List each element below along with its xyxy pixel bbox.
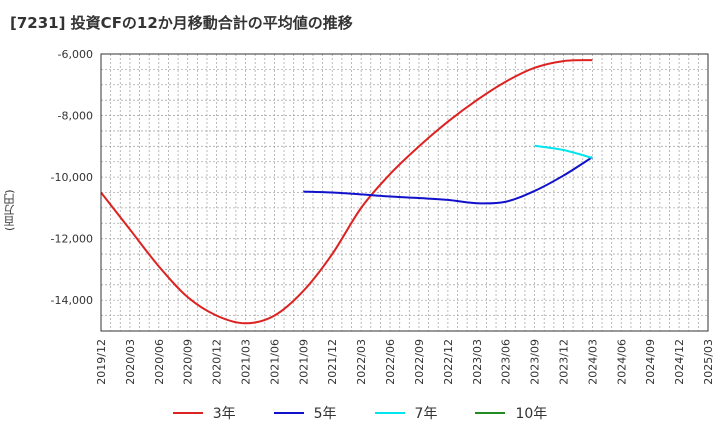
legend-swatch xyxy=(273,412,304,414)
x-tick-label: 2023/09 xyxy=(529,339,542,385)
x-tick-label: 2021/03 xyxy=(240,339,253,385)
x-tick-label: 2024/09 xyxy=(644,339,657,385)
x-tick-label: 2022/12 xyxy=(442,339,455,385)
series-line-1 xyxy=(303,156,593,205)
x-tick-label: 2024/12 xyxy=(673,339,686,385)
x-tick-label: 2023/03 xyxy=(471,339,484,385)
chart-legend: 3年 5年 7年 10年 xyxy=(0,403,720,423)
legend-swatch xyxy=(374,412,405,414)
x-tick-label: 2021/12 xyxy=(326,339,339,385)
y-tick-label: -12,000 xyxy=(51,233,93,246)
y-tick-label: -10,000 xyxy=(51,171,93,184)
x-tick-label: 2023/12 xyxy=(557,339,570,385)
y-tick-label: -8,000 xyxy=(58,110,93,123)
legend-item: 3年 xyxy=(172,403,236,423)
legend-item: 5年 xyxy=(273,403,337,423)
x-tick-label: 2020/06 xyxy=(153,339,166,385)
y-tick-label: -14,000 xyxy=(51,294,93,307)
legend-item: 7年 xyxy=(374,403,438,423)
x-tick-label: 2023/06 xyxy=(500,339,513,385)
x-tick-label: 2024/03 xyxy=(586,339,599,385)
x-tick-label: 2022/06 xyxy=(384,339,397,385)
series-line-0 xyxy=(100,59,593,325)
plot-frame xyxy=(100,53,709,332)
y-tick-label: -6,000 xyxy=(58,48,93,61)
x-tick-label: 2022/03 xyxy=(355,339,368,385)
legend-label: 3年 xyxy=(212,406,236,422)
x-tick-label: 2022/09 xyxy=(413,339,426,385)
chart-title: [7231] 投資CFの12か月移動合計の平均値の推移 xyxy=(10,14,353,32)
x-tick-label: 2024/06 xyxy=(615,339,628,385)
legend-swatch xyxy=(475,412,506,414)
x-tick-label: 2020/09 xyxy=(182,339,195,385)
x-tick-label: 2020/12 xyxy=(211,339,224,385)
x-tick-label: 2021/09 xyxy=(297,339,310,385)
legend-label: 7年 xyxy=(414,406,438,422)
legend-label: 10年 xyxy=(515,406,548,422)
x-tick-label: 2020/03 xyxy=(124,339,137,385)
x-tick-label: 2025/03 xyxy=(702,339,715,385)
x-tick-label: 2019/12 xyxy=(95,339,108,385)
legend-item: 10年 xyxy=(475,403,547,423)
series-line-2 xyxy=(534,144,593,159)
legend-label: 5年 xyxy=(313,406,337,422)
legend-swatch xyxy=(172,412,203,414)
x-tick-label: 2021/06 xyxy=(268,339,281,385)
